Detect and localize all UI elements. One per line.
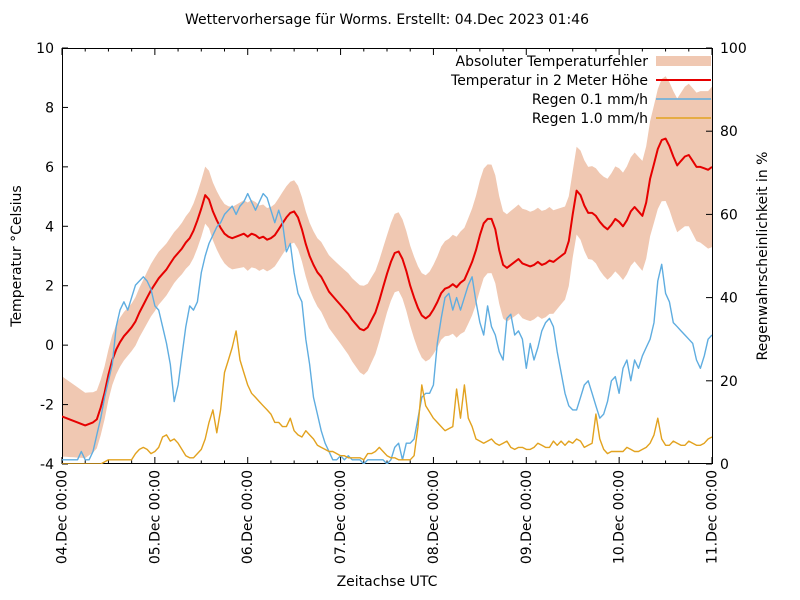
legend-item: Regen 0.1 mm/h bbox=[532, 92, 711, 108]
y-left-tick-label: 2 bbox=[45, 279, 54, 295]
y-left-tick-label: 8 bbox=[45, 100, 54, 116]
y-left-tick-label: 10 bbox=[36, 41, 54, 57]
legend-label: Regen 0.1 mm/h bbox=[532, 92, 648, 108]
legend-label: Regen 1.0 mm/h bbox=[532, 111, 648, 127]
y-right-tick-label: 40 bbox=[720, 291, 738, 307]
legend: Absoluter Temperaturfehler Temperatur in … bbox=[450, 54, 711, 127]
x-tick-label: 04.Dec 00:00 bbox=[55, 470, 71, 564]
legend-item: Regen 1.0 mm/h bbox=[532, 111, 711, 127]
y-right-tick-label: 60 bbox=[720, 207, 738, 223]
legend-item: Absoluter Temperaturfehler bbox=[456, 54, 711, 70]
y-right-tick-label: 100 bbox=[720, 41, 747, 57]
y-left-tick-label: 0 bbox=[45, 338, 54, 354]
x-tick-label: 08.Dec 00:00 bbox=[426, 470, 442, 564]
x-tick-label: 09.Dec 00:00 bbox=[519, 470, 535, 564]
legend-label: Absoluter Temperaturfehler bbox=[456, 54, 649, 70]
legend-swatch bbox=[656, 56, 711, 66]
x-tick-label: 06.Dec 00:00 bbox=[240, 470, 256, 564]
x-tick-label: 11.Dec 00:00 bbox=[705, 470, 721, 564]
rain01-line bbox=[62, 192, 712, 464]
legend-label: Temperatur in 2 Meter Höhe bbox=[450, 73, 648, 89]
rain10-line bbox=[62, 330, 712, 464]
x-tick-label: 05.Dec 00:00 bbox=[147, 470, 163, 564]
legend-item: Temperatur in 2 Meter Höhe bbox=[450, 73, 711, 89]
x-axis-title: Zeitachse UTC bbox=[336, 574, 438, 590]
y-right-tick-label: 20 bbox=[720, 374, 738, 390]
y-left-tick-label: -2 bbox=[40, 398, 54, 414]
y-left-tick-label: -4 bbox=[40, 457, 54, 473]
y-left-tick-label: 6 bbox=[45, 160, 54, 176]
temperature-error-band bbox=[62, 76, 712, 459]
temperature-line bbox=[62, 137, 712, 427]
x-tick-label: 07.Dec 00:00 bbox=[333, 470, 349, 564]
y-left-tick-label: 4 bbox=[45, 219, 54, 235]
y-right-tick-label: 0 bbox=[720, 457, 729, 473]
chart-title: Wettervorhersage für Worms. Erstellt: 04… bbox=[184, 12, 589, 28]
y-right-tick-label: 80 bbox=[720, 124, 738, 140]
x-tick-label: 10.Dec 00:00 bbox=[612, 470, 628, 564]
